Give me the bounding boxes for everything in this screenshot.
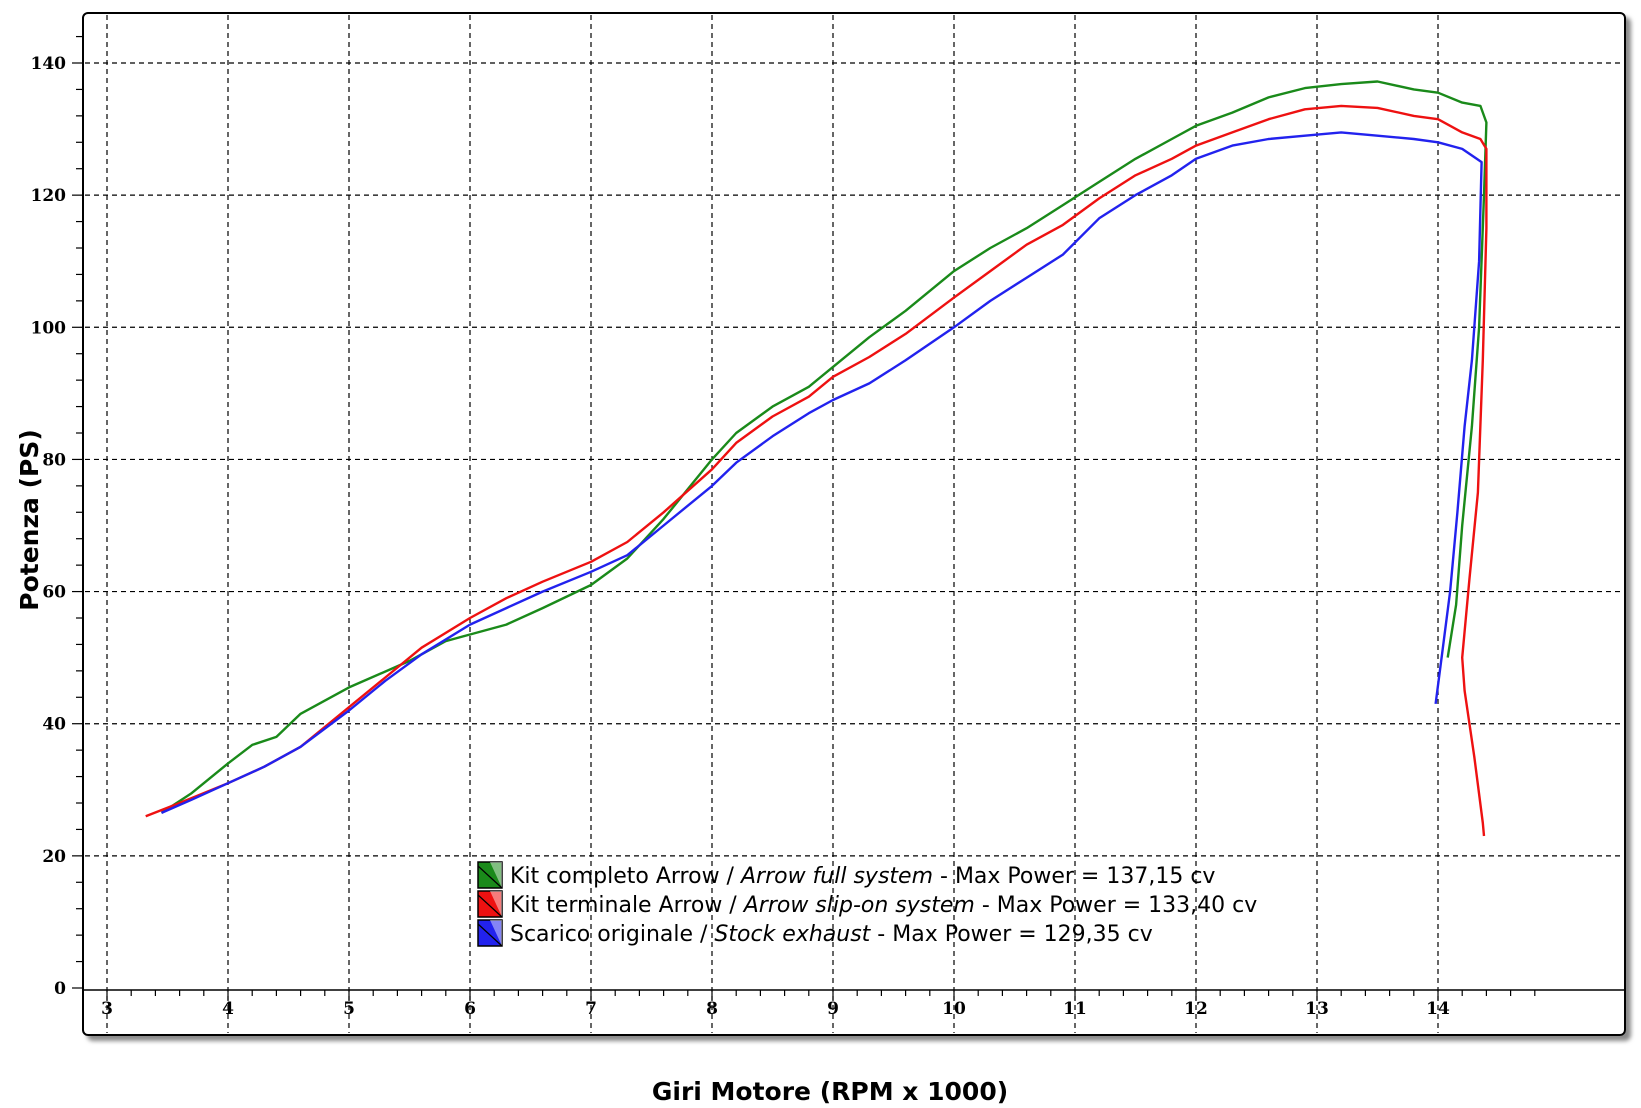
legend-name: Kit completo Arrow <box>510 864 720 889</box>
legend-dash: - <box>975 893 997 918</box>
legend-swatch-highlight <box>490 920 502 946</box>
x-tick-label-9: 9 <box>827 999 839 1019</box>
y-tick-label-100: 100 <box>31 318 67 338</box>
legend-swatch-highlight <box>490 862 502 888</box>
x-tick-label-12: 12 <box>1184 999 1208 1019</box>
legend-swatch-diagonal <box>477 923 503 947</box>
x-tick-label-6: 6 <box>464 999 476 1019</box>
y-tick-label-20: 20 <box>42 847 66 867</box>
legend-name: Kit terminale Arrow <box>510 893 722 918</box>
x-tick-label-11: 11 <box>1063 999 1087 1019</box>
legend-separator: / <box>693 922 714 947</box>
legend-max-power: Max Power = 133,40 cv <box>997 893 1258 918</box>
legend-max-power: Max Power = 137,15 cv <box>955 864 1216 889</box>
legend-entry-2: Kit terminale Arrow / Arrow slip-on syst… <box>510 893 1257 918</box>
legend-separator: / <box>722 893 743 918</box>
y-tick-label-40: 40 <box>42 715 66 735</box>
x-tick-label-10: 10 <box>942 999 966 1019</box>
x-tick-label-14: 14 <box>1426 999 1450 1019</box>
x-tick-label-7: 7 <box>585 999 597 1019</box>
y-tick-label-0: 0 <box>54 979 66 999</box>
legend-entry-3: Scarico originale / Stock exhaust - Max … <box>510 922 1153 947</box>
series-line-2 <box>145 104 1488 837</box>
y-tick-label-80: 80 <box>42 450 66 470</box>
y-axis-title: Potenza (PS) <box>15 429 44 611</box>
y-tick-label-140: 140 <box>31 54 67 74</box>
legend-dash: - <box>870 922 892 947</box>
legend-swatch-diagonal <box>477 865 503 889</box>
grid <box>85 15 1623 1033</box>
legend-separator: / <box>720 864 741 889</box>
legend-max-power: Max Power = 129,35 cv <box>892 922 1153 947</box>
legend-swatch-diagonal <box>477 894 503 918</box>
legend-dash: - <box>933 864 955 889</box>
legend-name-en: Arrow full system <box>739 864 933 889</box>
x-axis-title: Giri Motore (RPM x 1000) <box>652 1077 1008 1106</box>
series-line-3 <box>161 131 1483 814</box>
legend-name-en: Arrow slip-on system <box>742 893 975 918</box>
legend-name-en: Stock exhaust <box>714 922 871 947</box>
legend-name: Scarico originale <box>510 922 693 947</box>
y-tick-label-120: 120 <box>31 186 67 206</box>
x-tick-label-8: 8 <box>706 999 718 1019</box>
series-lines <box>145 80 1488 837</box>
legend-entry-1: Kit completo Arrow / Arrow full system -… <box>510 864 1215 889</box>
x-tick-label-5: 5 <box>343 999 355 1019</box>
y-tick-label-60: 60 <box>42 583 66 603</box>
plot-frame <box>82 12 1626 1036</box>
legend-swatch-highlight <box>490 891 502 917</box>
x-tick-label-4: 4 <box>222 999 234 1019</box>
x-tick-label-13: 13 <box>1305 999 1329 1019</box>
x-tick-label-3: 3 <box>101 999 113 1019</box>
legend: Kit completo Arrow / Arrow full system -… <box>477 861 1257 947</box>
